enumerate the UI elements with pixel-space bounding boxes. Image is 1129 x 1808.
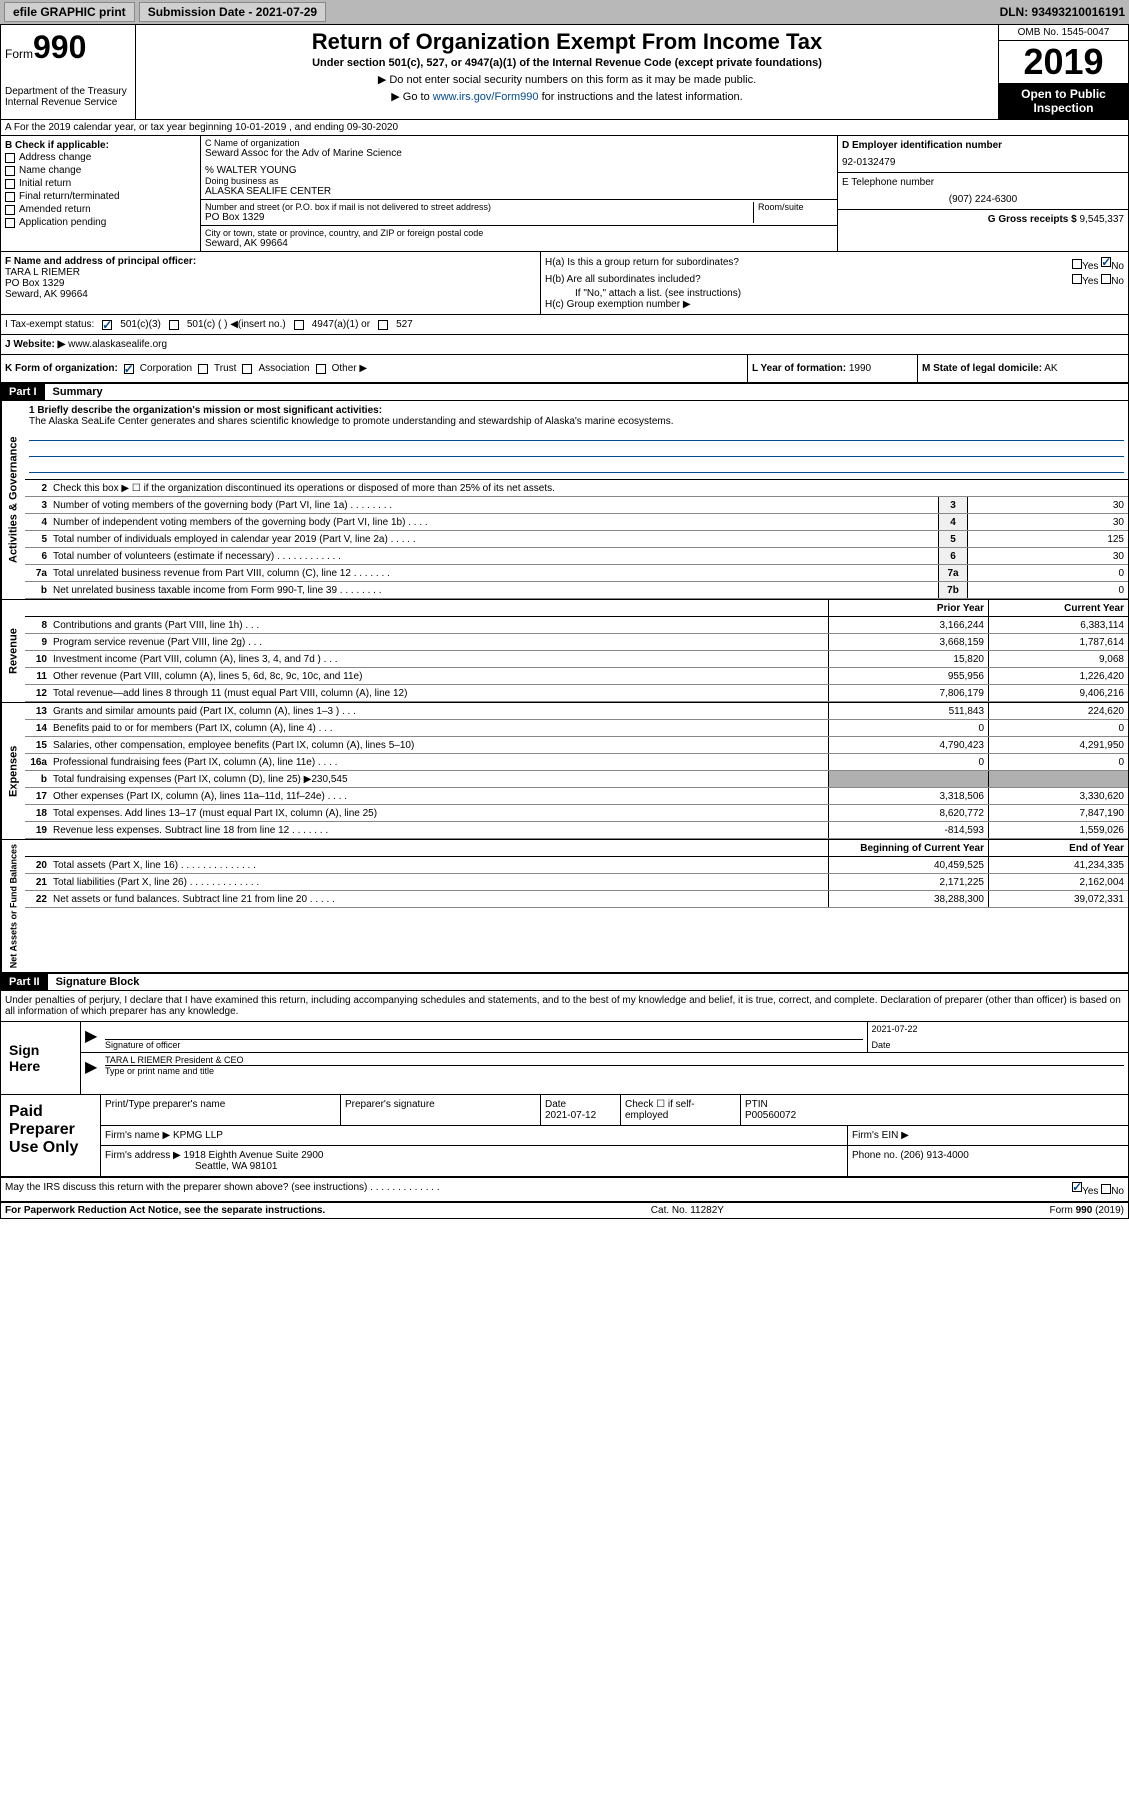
mission: 1 Briefly describe the organization's mi… [25,401,1128,480]
governance-label: Activities & Governance [1,401,25,599]
form-number-box: Form990 Department of the Treasury Inter… [1,25,136,119]
checkbox[interactable] [5,218,15,228]
arrow-icon: ▶ [81,1022,101,1052]
checkbox[interactable] [5,205,15,215]
revenue-label: Revenue [1,600,25,702]
checkbox[interactable] [5,179,15,189]
sign-here-label: Sign Here [1,1022,81,1094]
footer: For Paperwork Reduction Act Notice, see … [1,1203,1128,1218]
501c3-checkbox[interactable] [102,320,112,330]
governance-section: Activities & Governance 1 Briefly descri… [1,401,1128,600]
discuss-row: May the IRS discuss this return with the… [1,1178,1128,1203]
revenue-section: Revenue Prior Year Current Year 8Contrib… [1,600,1128,703]
open-public: Open to Public Inspection [999,83,1128,119]
assoc-checkbox[interactable] [242,364,252,374]
col-h: H(a) Is this a group return for subordin… [541,252,1128,314]
checkbox[interactable] [5,192,15,202]
527-checkbox[interactable] [378,320,388,330]
header-row: Form990 Department of the Treasury Inter… [1,25,1128,120]
checkbox[interactable] [5,153,15,163]
main-title: Return of Organization Exempt From Incom… [140,29,994,55]
row-a: A For the 2019 calendar year, or tax yea… [1,120,1128,136]
b-label: B Check if applicable: [5,140,196,151]
other-checkbox[interactable] [316,364,326,374]
website-row: J Website: ▶ www.alaskasealife.org [1,335,1128,355]
subtitle: Under section 501(c), 527, or 4947(a)(1)… [140,57,994,69]
part2-header: Part II Signature Block [1,974,1128,991]
netassets-label: Net Assets or Fund Balances [1,840,25,972]
paid-preparer-label: Paid Preparer Use Only [1,1095,101,1176]
expenses-label: Expenses [1,703,25,839]
col-c: C Name of organization Seward Assoc for … [201,136,838,251]
instruction-2: ▶ Go to www.irs.gov/Form990 for instruct… [140,90,994,103]
org-name-field: C Name of organization Seward Assoc for … [201,136,837,200]
tax-year: 2019 [999,41,1128,83]
year-box: OMB No. 1545-0047 2019 Open to Public In… [998,25,1128,119]
city-field: City or town, state or province, country… [201,226,837,251]
efile-btn[interactable]: efile GRAPHIC print [4,2,135,22]
col-d: D Employer identification number 92-0132… [838,136,1128,251]
expenses-section: Expenses 13Grants and similar amounts pa… [1,703,1128,840]
form-prefix: Form [5,47,33,61]
k-row: K Form of organization: Corporation Trus… [1,355,1128,384]
part1-header: Part I Summary [1,384,1128,401]
form-number: 990 [33,29,86,65]
irs-link[interactable]: www.irs.gov/Form990 [433,91,539,103]
corp-checkbox[interactable] [124,364,134,374]
omb: OMB No. 1545-0047 [999,25,1128,41]
title-box: Return of Organization Exempt From Incom… [136,25,998,119]
addr-field: Number and street (or P.O. box if mail i… [201,200,837,226]
discuss-no-checkbox[interactable] [1101,1184,1111,1194]
topbar: efile GRAPHIC print Submission Date - 20… [0,0,1129,24]
department: Department of the Treasury Internal Reve… [5,86,131,108]
section-bcd: B Check if applicable: Address changeNam… [1,136,1128,252]
trust-checkbox[interactable] [198,364,208,374]
preparer-block: Paid Preparer Use Only Print/Type prepar… [1,1094,1128,1178]
sign-block: Sign Here ▶ Signature of officer 2021-07… [1,1021,1128,1094]
checkbox[interactable] [5,166,15,176]
section-fh: F Name and address of principal officer:… [1,252,1128,315]
netassets-section: Net Assets or Fund Balances Beginning of… [1,840,1128,974]
tax-status-row: I Tax-exempt status: 501(c)(3) 501(c) ( … [1,315,1128,335]
arrow-icon: ▶ [81,1053,101,1081]
declaration: Under penalties of perjury, I declare th… [1,991,1128,1021]
501c-checkbox[interactable] [169,320,179,330]
col-f: F Name and address of principal officer:… [1,252,541,314]
discuss-yes-checkbox[interactable] [1072,1182,1082,1192]
dln: DLN: 93493210016191 [1000,5,1125,19]
submission-btn[interactable]: Submission Date - 2021-07-29 [139,2,326,22]
col-b: B Check if applicable: Address changeNam… [1,136,201,251]
4947-checkbox[interactable] [294,320,304,330]
instruction-1: ▶ Do not enter social security numbers o… [140,73,994,86]
form-main: Form990 Department of the Treasury Inter… [0,24,1129,1219]
